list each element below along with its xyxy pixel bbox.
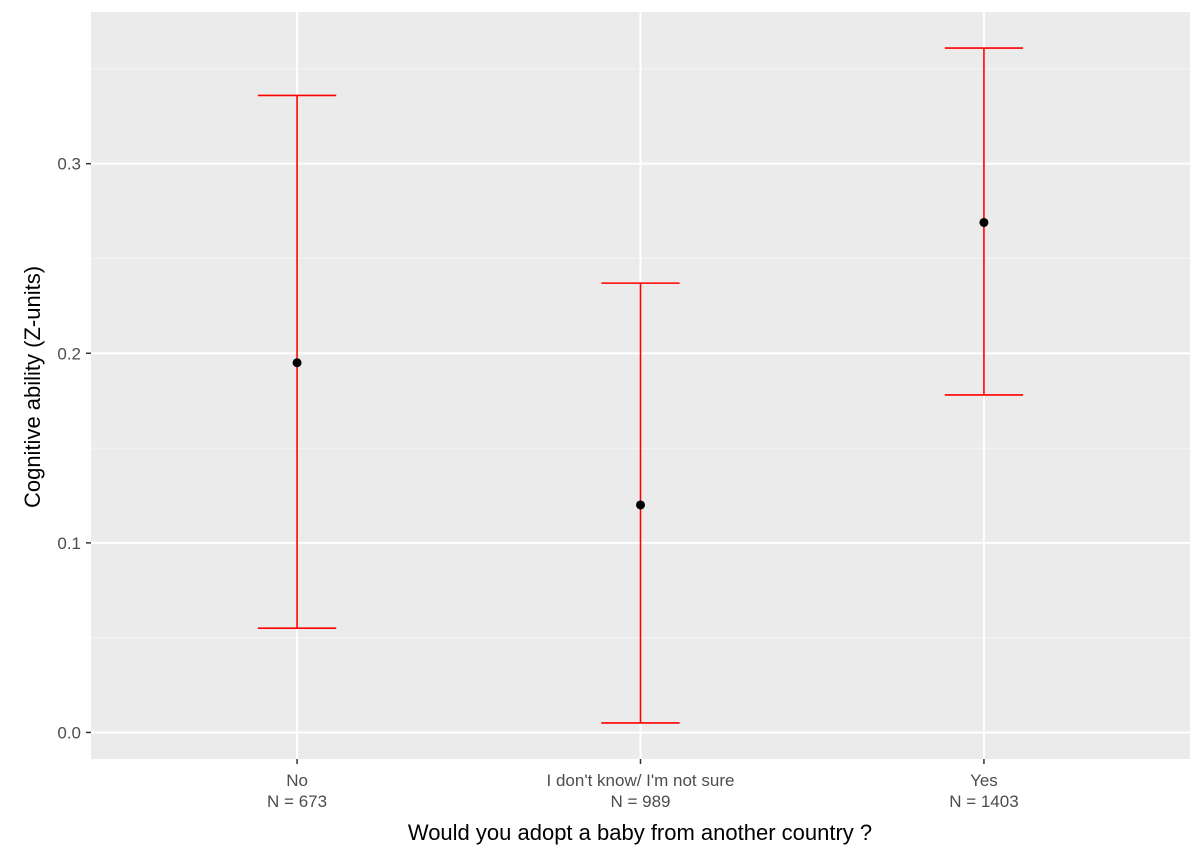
- y-axis: 0.0 0.1 0.2 0.3: [57, 155, 91, 742]
- y-tick-label: 0.0: [57, 723, 81, 742]
- y-axis-title: Cognitive ability (Z-units): [20, 266, 45, 508]
- x-tick-label: No: [286, 771, 308, 790]
- x-tick-count-label: N = 989: [610, 792, 670, 811]
- x-tick-label: I don't know/ I'm not sure: [547, 771, 735, 790]
- y-tick-label: 0.2: [57, 344, 81, 363]
- mean-point: [979, 217, 989, 227]
- x-tick-count-label: N = 673: [267, 792, 327, 811]
- y-tick-label: 0.3: [57, 155, 81, 174]
- mean-points: [292, 217, 989, 510]
- x-axis: No N = 673 I don't know/ I'm not sure N = 9…: [267, 759, 1019, 811]
- x-tick-label: Yes: [970, 771, 998, 790]
- x-axis-title: Would you adopt a baby from another coun…: [408, 820, 872, 845]
- x-tick-count-label: N = 1403: [949, 792, 1018, 811]
- y-tick-label: 0.1: [57, 534, 81, 553]
- mean-point: [636, 500, 645, 510]
- mean-point: [292, 358, 302, 368]
